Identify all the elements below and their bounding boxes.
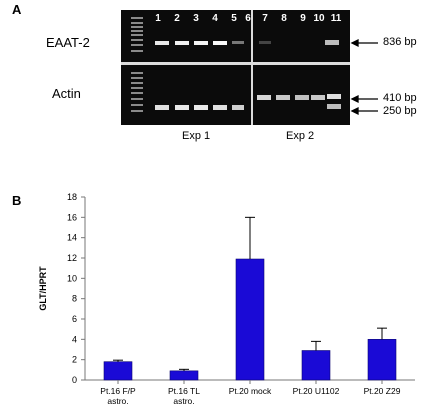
x-tick-label: Pt.16 TL [168, 386, 200, 396]
lane-number-9: 9 [300, 13, 306, 24]
lane-number-11: 11 [330, 13, 342, 24]
lane-number-1: 1 [155, 13, 161, 24]
bar [103, 361, 133, 381]
row-label-eaat2: EAAT-2 [46, 35, 90, 50]
y-tick-label: 10 [67, 273, 77, 283]
x-tick-label: Pt.16 F/P [100, 386, 136, 396]
actin-bands [155, 94, 341, 110]
y-tick-label: 2 [72, 355, 77, 365]
y-tick-label: 6 [72, 314, 77, 324]
y-tick-label: 4 [72, 334, 77, 344]
lane-number-3: 3 [193, 13, 199, 24]
group-label-exp2: Exp 2 [286, 130, 315, 142]
x-tick-label: Pt.20 mock [229, 386, 272, 396]
row-label-actin: Actin [52, 86, 81, 101]
y-tick-label: 12 [67, 253, 77, 263]
lane-number-4: 4 [212, 13, 218, 24]
y-tick-label: 16 [67, 212, 77, 222]
lane-number-7: 7 [262, 13, 268, 24]
x-tick-label: Pt.20 Z29 [364, 386, 401, 396]
y-tick-label: 8 [72, 294, 77, 304]
gel-image [121, 10, 350, 125]
bar [301, 350, 331, 381]
eaat2-bands [155, 40, 339, 45]
x-tick-label: astro. [173, 396, 194, 406]
bar [367, 339, 397, 381]
band-label-250: 250 bp [383, 105, 417, 117]
ladder-top [131, 17, 143, 52]
bar [169, 370, 199, 381]
lane-number-10: 10 [313, 13, 325, 24]
band-label-410: 410 bp [383, 92, 417, 104]
gel-bands [121, 10, 350, 125]
y-tick-label: 18 [67, 192, 77, 202]
band-label-836: 836 bp [383, 36, 417, 48]
group-label-exp1: Exp 1 [182, 130, 211, 142]
y-axis-label: GLT/HPRT [38, 266, 48, 311]
lane-number-8: 8 [281, 13, 287, 24]
lane-number-2: 2 [174, 13, 180, 24]
lane-number-5: 5 [231, 13, 237, 24]
x-tick-label: Pt.20 U1102 [293, 386, 340, 396]
ladder-bottom [131, 72, 143, 112]
y-tick-label: 0 [72, 375, 77, 385]
lane-number-6: 6 [245, 13, 251, 24]
bar [235, 258, 265, 381]
x-tick-label: astro. [107, 396, 128, 406]
y-tick-label: 14 [67, 233, 77, 243]
panel-b-label: B [12, 193, 22, 208]
panel-a-label: A [12, 2, 22, 17]
band-arrows [350, 38, 378, 116]
